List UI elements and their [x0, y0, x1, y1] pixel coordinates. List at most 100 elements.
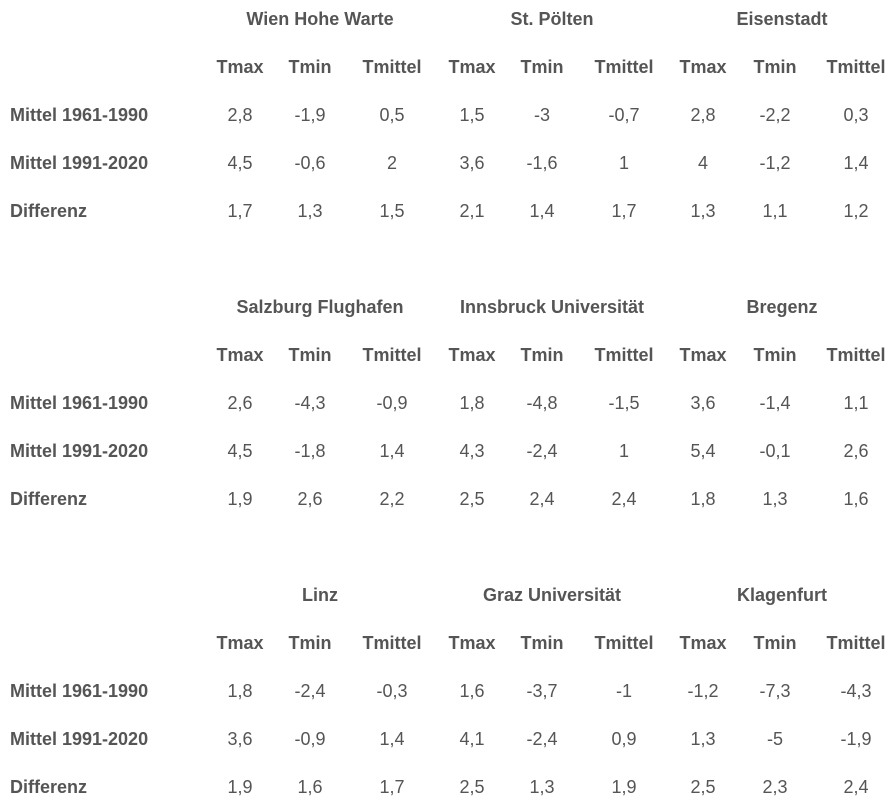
column-header: Tmittel: [594, 345, 654, 365]
value-cell: 2,1: [459, 201, 485, 221]
value-cell: 2,5: [459, 489, 485, 509]
row-label: Differenz: [10, 489, 88, 509]
column-header: Tmittel: [826, 57, 886, 77]
value-cell: -0,9: [376, 393, 408, 413]
column-header: Tmin: [288, 57, 332, 77]
station-name: Linz: [302, 585, 338, 605]
value-cell: 1: [618, 441, 629, 461]
column-header: Tmittel: [826, 633, 886, 653]
row-label: Mittel 1961-1990: [10, 681, 149, 701]
column-header: Tmin: [753, 633, 797, 653]
value-cell: 1,6: [459, 681, 485, 701]
column-header: Tmax: [679, 345, 727, 365]
value-cell: 2,8: [227, 105, 253, 125]
column-header: Tmittel: [362, 345, 422, 365]
column-header: Tmittel: [362, 633, 422, 653]
row-label: Mittel 1991-2020: [10, 441, 149, 461]
value-cell: -2,4: [294, 681, 326, 701]
station-name: Salzburg Flughafen: [236, 297, 404, 317]
value-cell: 1,8: [227, 681, 253, 701]
value-cell: 2,4: [529, 489, 555, 509]
value-cell: -4,8: [526, 393, 558, 413]
column-header: Tmax: [679, 633, 727, 653]
value-cell: -1,5: [608, 393, 640, 413]
row-label: Differenz: [10, 777, 88, 797]
value-cell: 1,4: [529, 201, 555, 221]
row-label: Differenz: [10, 201, 88, 221]
value-cell: 1,2: [843, 201, 869, 221]
column-header: Tmittel: [594, 57, 654, 77]
value-cell: 1: [618, 153, 629, 173]
column-header: Tmax: [216, 345, 264, 365]
value-cell: -1,2: [759, 153, 791, 173]
value-cell: 1,5: [459, 105, 485, 125]
value-cell: -1,2: [687, 681, 719, 701]
value-cell: 1,7: [227, 201, 253, 221]
value-cell: 1,3: [529, 777, 555, 797]
value-cell: 0,3: [843, 105, 869, 125]
value-cell: -0,7: [608, 105, 640, 125]
value-cell: 1,9: [611, 777, 637, 797]
row-label: Mittel 1961-1990: [10, 105, 149, 125]
value-cell: 1,4: [379, 441, 405, 461]
station-name: Eisenstadt: [736, 9, 828, 29]
station-name: Graz Universität: [482, 585, 622, 605]
column-header: Tmin: [753, 345, 797, 365]
value-cell: 1,6: [843, 489, 869, 509]
row-label: Mittel 1991-2020: [10, 153, 149, 173]
value-cell: -0,9: [294, 729, 326, 749]
column-header: Tmin: [520, 633, 564, 653]
value-cell: 4: [697, 153, 708, 173]
column-header: Tmin: [753, 57, 797, 77]
value-cell: 1,3: [690, 729, 716, 749]
value-cell: 4,5: [227, 153, 253, 173]
column-header: Tmax: [216, 57, 264, 77]
column-header: Tmittel: [594, 633, 654, 653]
value-cell: 5,4: [690, 441, 716, 461]
value-cell: -4,3: [840, 681, 872, 701]
station-name: Innsbruck Universität: [459, 297, 645, 317]
station-table: Salzburg Flughafen Innsbruck Universität B…: [0, 288, 896, 509]
value-cell: 1,8: [690, 489, 716, 509]
column-header: Tmittel: [362, 57, 422, 77]
value-cell: 1,3: [297, 201, 323, 221]
column-header: Tmax: [448, 57, 496, 77]
column-header: Tmax: [448, 345, 496, 365]
value-cell: 4,1: [459, 729, 485, 749]
value-cell: 1,6: [297, 777, 323, 797]
column-header: Tmax: [216, 633, 264, 653]
value-cell: 2,2: [379, 489, 405, 509]
value-cell: 1,7: [379, 777, 405, 797]
value-cell: 1,9: [227, 489, 253, 509]
station-name: Klagenfurt: [737, 585, 827, 605]
value-cell: 1,3: [690, 201, 716, 221]
value-cell: 1,8: [459, 393, 485, 413]
value-cell: 2,4: [611, 489, 637, 509]
value-cell: -0,1: [759, 441, 791, 461]
column-header: Tmin: [288, 345, 332, 365]
value-cell: 1,1: [762, 201, 788, 221]
station-name: St. Pölten: [510, 9, 594, 29]
value-cell: 2,5: [459, 777, 485, 797]
value-cell: 1,5: [379, 201, 405, 221]
column-header: Tmax: [448, 633, 496, 653]
value-cell: 3,6: [227, 729, 253, 749]
value-cell: -0,6: [294, 153, 326, 173]
value-cell: -1,9: [294, 105, 326, 125]
value-cell: 2: [386, 153, 397, 173]
value-cell: 3,6: [459, 153, 485, 173]
value-cell: -2,2: [759, 105, 791, 125]
row-label: Mittel 1961-1990: [10, 393, 149, 413]
value-cell: 1,9: [227, 777, 253, 797]
value-cell: 2,3: [762, 777, 788, 797]
column-header: Tmittel: [826, 345, 886, 365]
value-cell: 3,6: [690, 393, 716, 413]
value-cell: 1,4: [379, 729, 405, 749]
column-header: Tmin: [288, 633, 332, 653]
value-cell: 2,6: [843, 441, 869, 461]
value-cell: -5: [766, 729, 783, 749]
value-cell: 2,8: [690, 105, 716, 125]
value-cell: 2,5: [690, 777, 716, 797]
value-cell: 0,5: [379, 105, 405, 125]
